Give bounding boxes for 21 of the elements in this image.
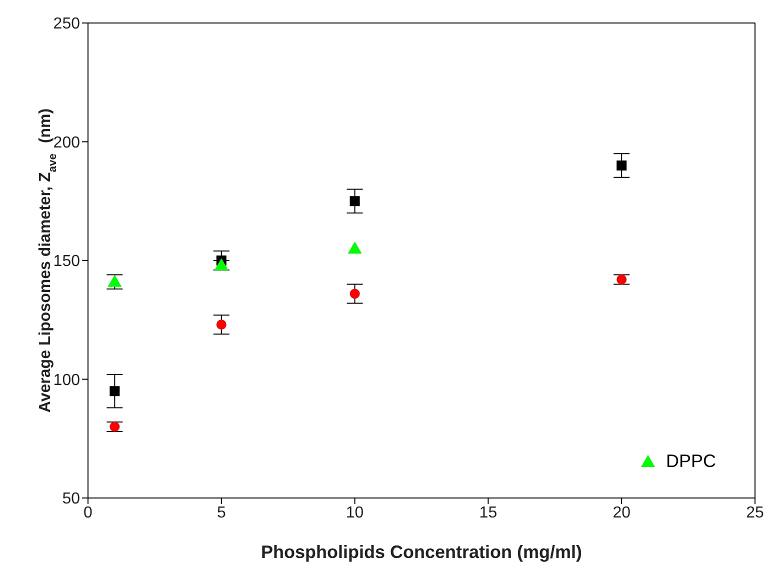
x-tick-label: 10 [346, 504, 364, 522]
point [350, 196, 360, 206]
x-tick-label: 0 [84, 504, 93, 522]
y-tick-label: 250 [53, 16, 80, 33]
point [216, 320, 226, 330]
point [110, 386, 120, 396]
y-tick-label: 150 [53, 253, 80, 270]
point [110, 422, 120, 432]
y-tick-label: 50 [62, 490, 80, 508]
legend-label: DPPC [666, 450, 716, 472]
point [616, 160, 627, 170]
x-tick-label: 20 [612, 504, 631, 522]
point [350, 288, 360, 299]
point [348, 242, 362, 254]
y-tick-label: 100 [53, 372, 80, 389]
x-tick-label: 15 [479, 504, 498, 522]
x-axis-title: Phospholipids Concentration (mg/ml) [261, 542, 582, 562]
y-tick-label: 200 [53, 134, 80, 152]
x-tick-label: 5 [216, 504, 226, 522]
point [616, 274, 627, 284]
x-tick-label: 25 [746, 504, 764, 522]
